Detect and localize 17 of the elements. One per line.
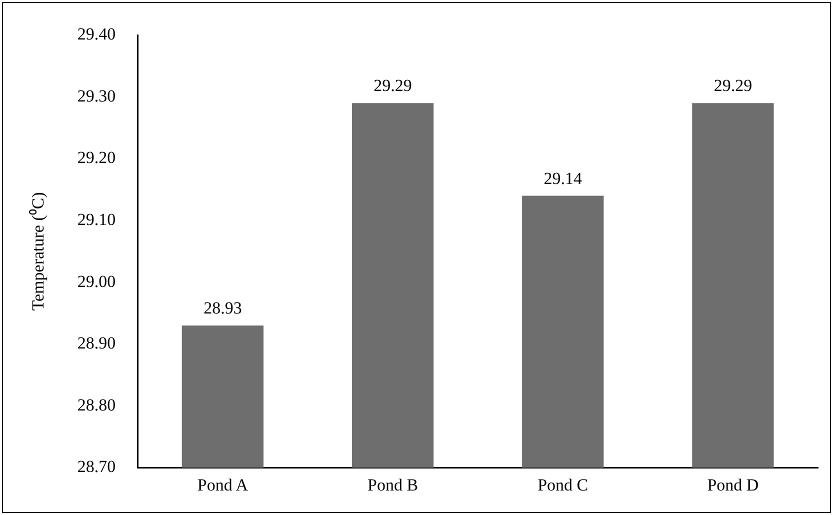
y-tick-label: 29.10 — [77, 210, 116, 229]
y-tick-label: 29.20 — [77, 148, 116, 168]
data-label: 29.29 — [714, 76, 752, 96]
x-tick-label: Pond B — [368, 475, 418, 494]
data-label: 29.29 — [374, 76, 412, 96]
y-tick-label: 29.00 — [77, 272, 116, 291]
y-tick-label: 28.80 — [77, 395, 116, 414]
y-tick-label: 29.40 — [77, 24, 116, 44]
x-tick-label: Pond D — [707, 475, 759, 494]
x-tick-label: Pond C — [538, 475, 588, 494]
y-tick-label: 29.30 — [77, 86, 116, 106]
y-tick-label: 28.70 — [77, 457, 116, 476]
data-label: 28.93 — [204, 298, 242, 318]
data-label: 29.14 — [544, 168, 582, 188]
x-tick-label: Pond A — [197, 475, 249, 494]
y-axis-title: Temperature (⁰C) — [28, 192, 48, 311]
y-tick-label: 28.90 — [77, 334, 116, 353]
